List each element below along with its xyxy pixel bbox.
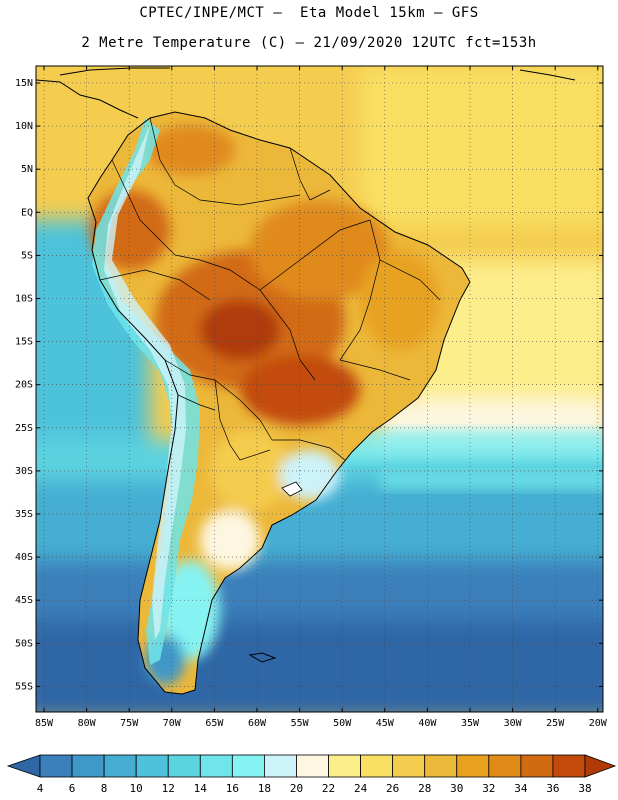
colorbar-labels: 4 6 8 10 12 14 16 18 20 22 24 26 28 30 32 34 36 38 — [37, 782, 592, 795]
colorbar-arrow-right — [584, 754, 617, 778]
lon-label: 30W — [504, 718, 523, 729]
colorbar-label: 4 — [37, 782, 44, 795]
lat-label: 40S — [15, 552, 33, 563]
title-line-1: CPTEC/INPE/MCT – Eta Model 15km – GFS — [139, 5, 479, 21]
lat-label: 35S — [15, 509, 33, 520]
lon-label: 80W — [78, 718, 97, 729]
lon-label: 70W — [163, 718, 182, 729]
colorbar — [6, 754, 617, 778]
colorbar-swatch — [264, 754, 297, 778]
colorbar-label: 22 — [322, 782, 335, 795]
map-grid — [36, 66, 603, 712]
lon-label: 35W — [461, 718, 480, 729]
lon-label: 50W — [333, 718, 352, 729]
lat-label: 20S — [15, 380, 33, 391]
longitude-labels: 85W 80W 75W 70W 65W 60W 55W 50W 45W 40W 35W 30W 25W 2… — [35, 718, 608, 729]
colorbar-swatch — [488, 754, 522, 778]
colorbar-label: 34 — [514, 782, 528, 795]
colorbar-swatch — [39, 754, 73, 778]
latitude-labels: 15N 10N 5N EQ 5S 10S 15S 20S 25S 30S 35S 40S 45S 50S 5… — [15, 78, 33, 692]
lat-label: 50S — [15, 638, 33, 649]
lat-label: 25S — [15, 423, 33, 434]
colorbar-swatch — [456, 754, 490, 778]
colorbar-arrow-left — [6, 754, 41, 778]
colorbar-label: 8 — [101, 782, 108, 795]
lat-label: 5S — [21, 250, 33, 261]
map-frame — [35, 65, 604, 713]
colorbar-label: 14 — [194, 782, 208, 795]
colorbar-swatch — [520, 754, 554, 778]
colorbar-label: 20 — [290, 782, 303, 795]
colorbar-label: 16 — [226, 782, 239, 795]
andes-band — [92, 118, 200, 665]
lat-label: 10N — [15, 121, 33, 132]
lon-label: 65W — [205, 718, 224, 729]
lat-label: 15N — [15, 78, 33, 89]
lat-label: 15S — [15, 337, 33, 348]
lat-label: 55S — [15, 681, 33, 692]
lon-label: 40W — [418, 718, 437, 729]
colorbar-label: 32 — [482, 782, 495, 795]
lat-label: EQ — [21, 207, 33, 218]
colorbar-label: 26 — [386, 782, 399, 795]
lon-label: 25W — [546, 718, 565, 729]
lat-label: 30S — [15, 466, 33, 477]
colorbar-swatch — [296, 754, 329, 778]
colorbar-swatch — [135, 754, 169, 778]
colorbar-swatch — [360, 754, 394, 778]
coastlines — [36, 67, 576, 695]
lat-label: 45S — [15, 595, 33, 606]
map-field — [36, 66, 603, 712]
colorbar-label: 30 — [450, 782, 463, 795]
lon-label: 60W — [248, 718, 267, 729]
lat-label: 10S — [15, 294, 33, 305]
colorbar-label: 36 — [546, 782, 559, 795]
title-line-2: 2 Metre Temperature (C) – 21/09/2020 12U… — [81, 35, 537, 51]
colorbar-swatch — [103, 754, 137, 778]
lon-label: 85W — [35, 718, 54, 729]
lon-label: 75W — [120, 718, 139, 729]
colorbar-swatch — [328, 754, 361, 778]
lon-label: 20W — [589, 718, 608, 729]
colorbar-swatch — [71, 754, 105, 778]
colorbar-swatch — [167, 754, 201, 778]
lat-label: 5N — [21, 164, 33, 175]
colorbar-label: 38 — [578, 782, 591, 795]
colorbar-swatch — [231, 754, 265, 778]
country-borders — [99, 117, 441, 461]
colorbar-label: 10 — [130, 782, 143, 795]
colorbar-label: 24 — [354, 782, 368, 795]
colorbar-label: 18 — [258, 782, 271, 795]
colorbar-label: 6 — [69, 782, 76, 795]
colorbar-swatch — [552, 754, 586, 778]
colorbar-label: 12 — [162, 782, 175, 795]
colorbar-label: 28 — [418, 782, 431, 795]
lon-label: 55W — [291, 718, 310, 729]
colorbar-swatch — [392, 754, 426, 778]
colorbar-swatch — [424, 754, 458, 778]
colorbar-swatch — [199, 754, 233, 778]
lon-label: 45W — [376, 718, 395, 729]
